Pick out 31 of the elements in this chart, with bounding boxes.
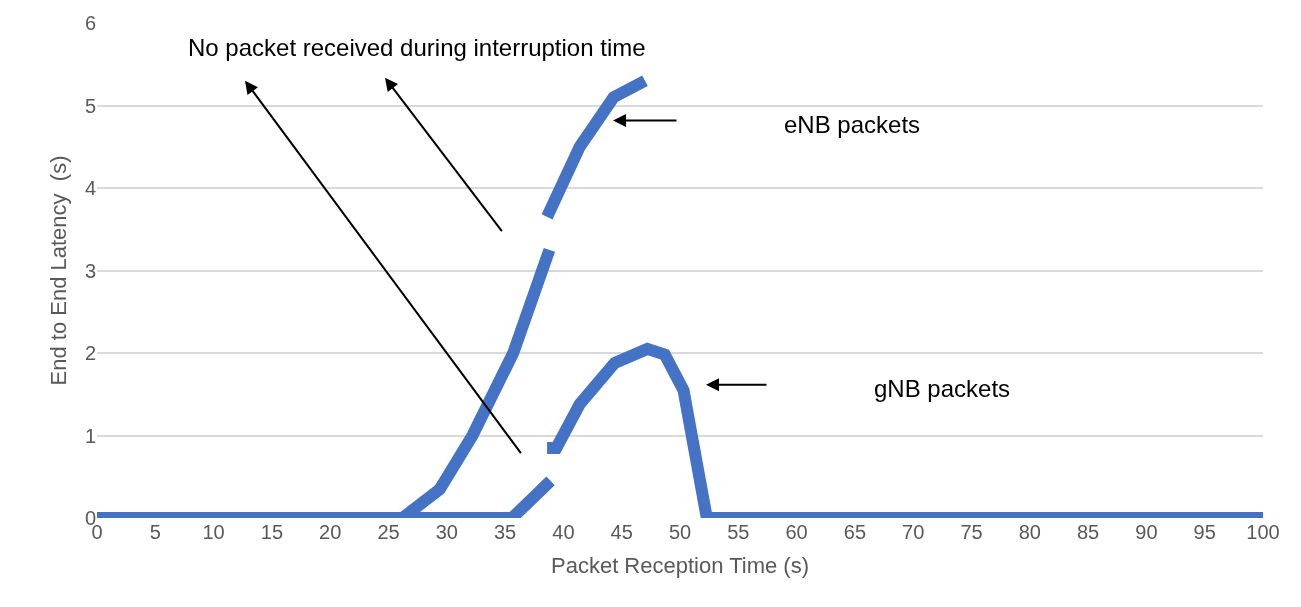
y-tick-label: 3 (84, 259, 96, 282)
annotation: eNB packets (784, 111, 921, 138)
x-tick-label: 60 (785, 521, 808, 543)
x-tick-label: 35 (493, 521, 517, 543)
x-tick-label: 70 (902, 521, 925, 543)
x-tick-label: 25 (377, 521, 400, 543)
x-tick-label: 5 (149, 521, 161, 543)
y-tick-label: 6 (84, 12, 96, 34)
x-tick-label: 90 (1135, 521, 1158, 543)
x-tick-label: 85 (1076, 521, 1100, 543)
annotation: No packet received during interruption time (188, 34, 646, 61)
y-tick-label: 1 (84, 424, 96, 447)
x-tick-label: 45 (610, 521, 633, 543)
x-tick-label: 30 (435, 521, 458, 543)
y-tick-label: 4 (84, 177, 96, 199)
annotation: gNB packets (874, 375, 1011, 402)
y-axis-title: End to End Latency (s) (45, 155, 71, 386)
y-tick-label: 2 (84, 342, 96, 364)
x-tick-label: 55 (727, 521, 750, 543)
x-tick-label: 75 (960, 521, 983, 543)
x-tick-label: 80 (1018, 521, 1041, 543)
x-tick-label: 40 (552, 521, 575, 543)
x-tick-label: 95 (1193, 521, 1216, 543)
x-axis-title: Packet Reception Time (s) (551, 552, 809, 578)
x-tick-label: 50 (668, 521, 692, 543)
x-tick-label: 15 (260, 521, 284, 543)
x-tick-label: 10 (202, 521, 225, 543)
x-tick-label: 20 (319, 521, 342, 543)
x-tick-label: 65 (843, 521, 867, 543)
y-tick-label: 5 (84, 94, 96, 117)
x-tick-label: 100 (1246, 521, 1280, 543)
